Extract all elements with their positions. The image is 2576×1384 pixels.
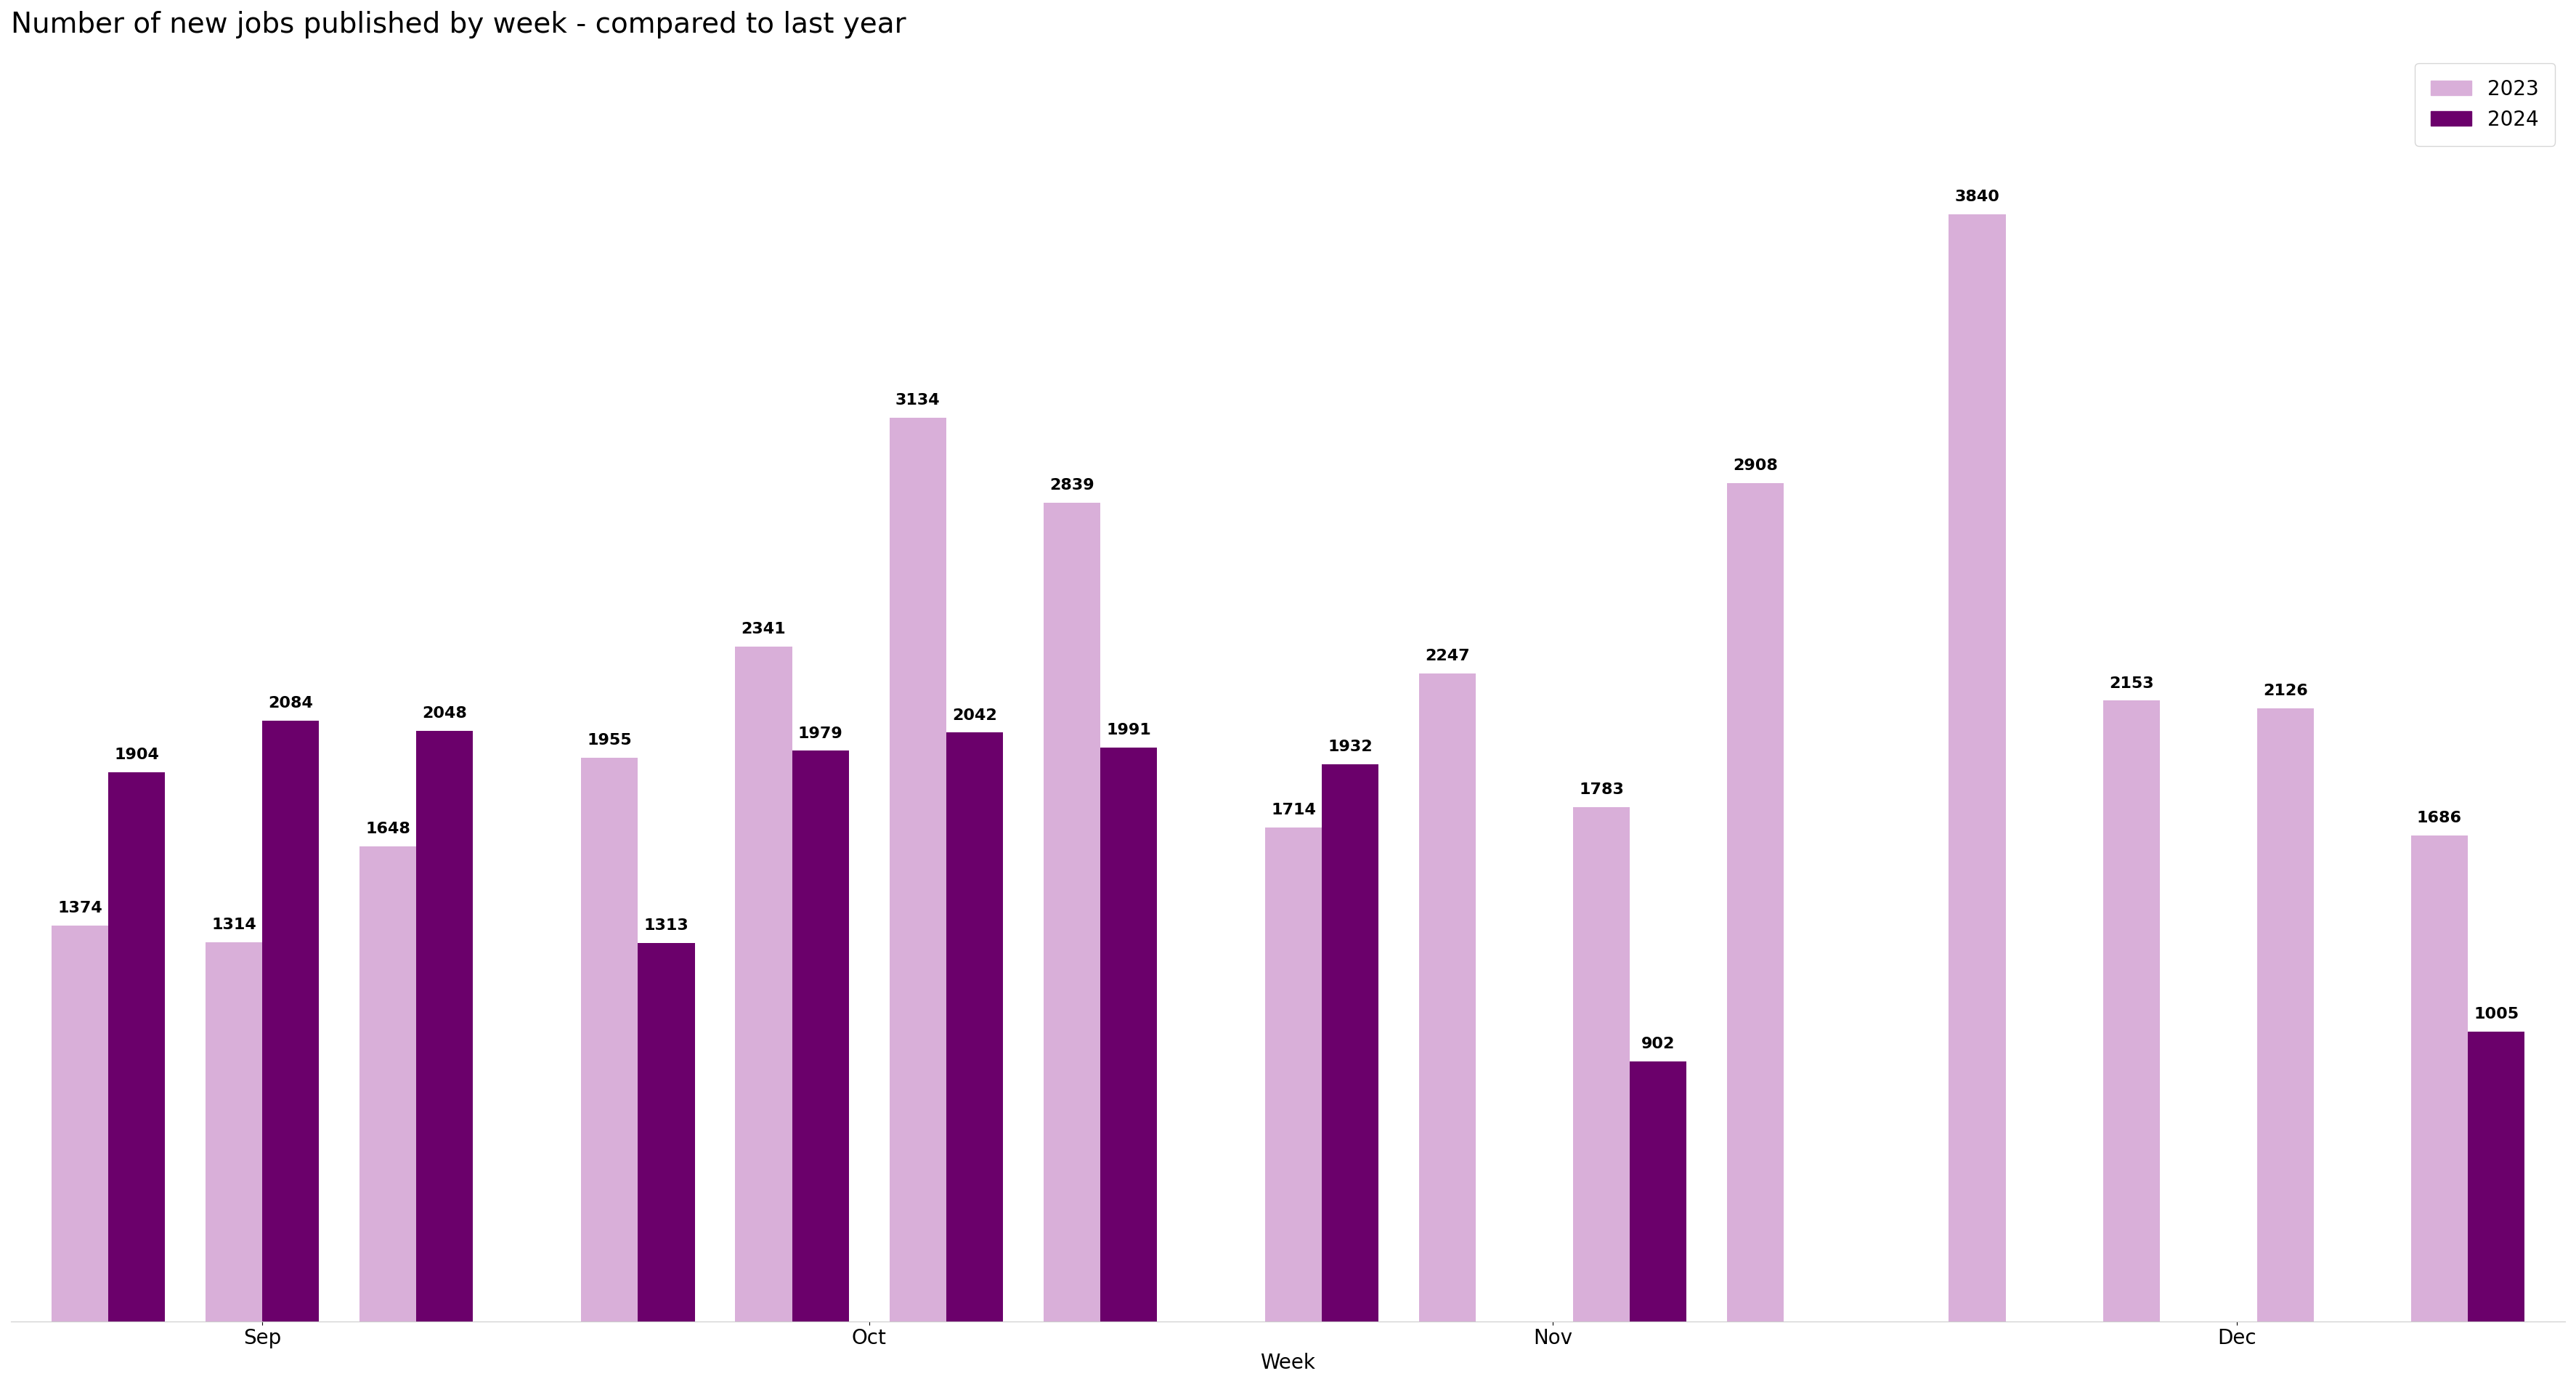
Bar: [1265, 828, 1321, 1322]
Legend: 2023, 2024: 2023, 2024: [2414, 62, 2555, 147]
Text: 3840: 3840: [1955, 190, 1999, 205]
Text: 902: 902: [1641, 1037, 1674, 1052]
Text: 1313: 1313: [644, 918, 688, 933]
Bar: [734, 646, 791, 1322]
Text: 1979: 1979: [799, 727, 842, 740]
Bar: [2257, 709, 2313, 1322]
Text: 1714: 1714: [1270, 803, 1316, 817]
Bar: [1728, 483, 1785, 1322]
Text: 1783: 1783: [1579, 783, 1623, 797]
Text: Number of new jobs published by week - compared to last year: Number of new jobs published by week - c…: [10, 11, 907, 39]
Text: 2048: 2048: [422, 706, 466, 721]
Text: 2839: 2839: [1048, 479, 1095, 493]
Text: 2341: 2341: [742, 621, 786, 637]
Bar: [263, 721, 319, 1322]
Bar: [791, 750, 848, 1322]
Text: 1955: 1955: [587, 734, 631, 747]
Text: 1686: 1686: [2416, 811, 2463, 825]
Text: 1991: 1991: [1105, 722, 1151, 738]
Bar: [1419, 674, 1476, 1322]
Bar: [2102, 700, 2159, 1322]
Bar: [361, 846, 417, 1322]
Bar: [108, 772, 165, 1322]
Text: 1314: 1314: [211, 918, 255, 933]
Text: 3134: 3134: [896, 393, 940, 408]
Bar: [1321, 764, 1378, 1322]
Bar: [1950, 215, 2007, 1322]
Bar: [889, 418, 945, 1322]
Text: 2247: 2247: [1425, 649, 1471, 663]
Bar: [582, 757, 639, 1322]
Text: 2042: 2042: [953, 709, 997, 722]
Text: 1005: 1005: [2473, 1008, 2519, 1021]
Text: 2153: 2153: [2110, 675, 2154, 691]
Bar: [206, 943, 263, 1322]
Bar: [1631, 1062, 1687, 1322]
Bar: [1043, 502, 1100, 1322]
Bar: [1100, 747, 1157, 1322]
Bar: [52, 926, 108, 1322]
Bar: [945, 732, 1002, 1322]
Bar: [639, 943, 696, 1322]
Bar: [2468, 1031, 2524, 1322]
Text: 2084: 2084: [268, 696, 314, 710]
Text: 1932: 1932: [1327, 739, 1373, 754]
Text: 2126: 2126: [2262, 684, 2308, 699]
Text: 1648: 1648: [366, 822, 410, 836]
Bar: [417, 731, 474, 1322]
Text: 1904: 1904: [113, 747, 160, 763]
Text: 1374: 1374: [57, 901, 103, 915]
Text: 2908: 2908: [1734, 458, 1777, 473]
Bar: [2411, 836, 2468, 1322]
Bar: [1574, 807, 1631, 1322]
X-axis label: Week: Week: [1260, 1352, 1316, 1373]
